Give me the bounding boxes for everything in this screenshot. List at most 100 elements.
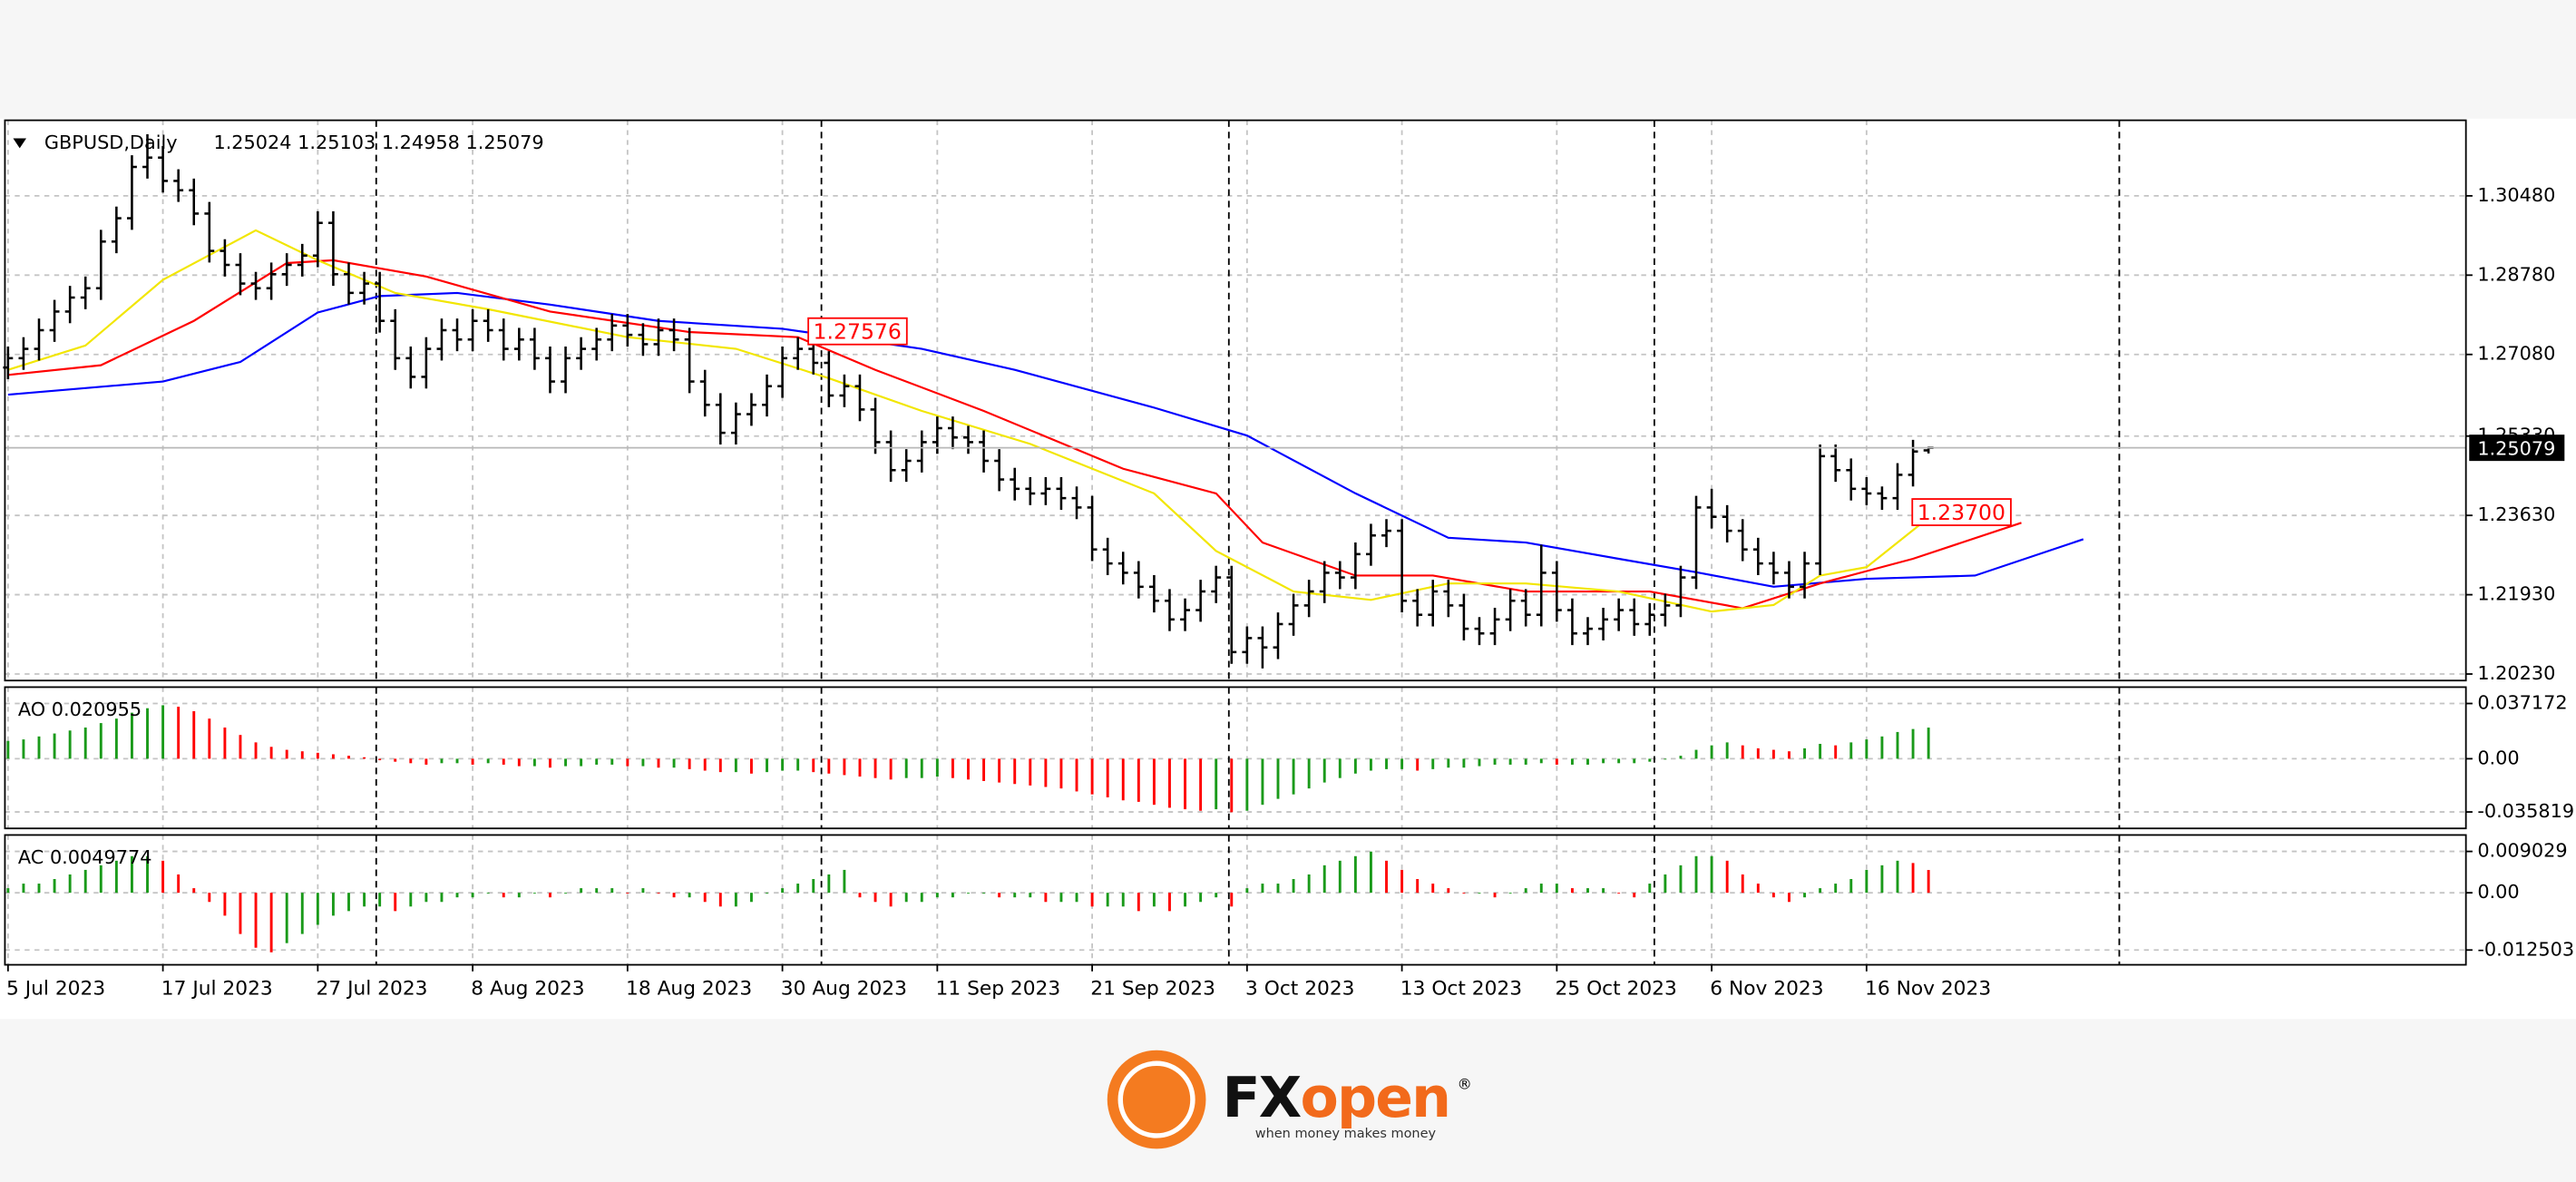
histogram-bar [316,893,319,925]
histogram-bar [6,888,10,894]
histogram-bar [1462,758,1466,768]
histogram-bar [1819,888,1822,894]
histogram-bar [781,888,785,894]
logo-mark: ® [1458,1075,1472,1092]
histogram-bar [471,893,474,898]
histogram-bar [363,893,366,907]
histogram-bar [502,893,505,898]
logo-name: FXopen [1223,1065,1450,1130]
histogram-bar [858,893,862,898]
histogram-bar [130,712,133,759]
histogram-bar [1152,893,1156,907]
histogram-bar [672,758,676,768]
histogram-bar [1199,758,1203,811]
x-tick-label: 25 Oct 2023 [1556,978,1677,1001]
histogram-bar [300,893,304,934]
histogram-bar [254,742,258,759]
histogram-bar [549,893,551,898]
histogram-bar [1849,879,1853,894]
histogram-bar [626,893,629,894]
panel [5,687,2466,829]
histogram-bar [1013,893,1017,898]
histogram-bar [1602,888,1605,894]
y-tick-label: 1.28780 [2477,263,2555,285]
histogram-bar [114,860,118,894]
histogram-bar [1353,758,1357,774]
histogram-bar [1819,744,1822,759]
histogram-bar [1059,758,1063,789]
ac-title: AC 0.0049774 [18,846,152,868]
histogram-bar [1044,893,1048,903]
histogram-bar [22,739,25,759]
logo-tagline: when money makes money [1255,1127,1437,1141]
histogram-bar [982,893,986,894]
histogram-bar [904,758,908,778]
histogram-bar [1679,756,1683,759]
x-tick-label: 16 Nov 2023 [1865,978,1991,1001]
histogram-bar [718,758,722,773]
alligator-line [7,259,2022,610]
histogram-bar [455,758,459,764]
histogram-bar [114,718,118,759]
histogram-bar [1029,893,1032,898]
histogram-bar [1896,860,1899,894]
histogram-bar [1617,758,1621,764]
histogram-bar [1570,888,1574,894]
histogram-bar [951,893,954,898]
histogram-bar [1725,860,1729,894]
histogram-bar [657,893,660,894]
histogram-bar [208,893,211,903]
histogram-bar [766,758,768,773]
x-tick-label: 18 Aug 2023 [626,978,752,1001]
y-tick-label: -0.012503 [2477,938,2574,960]
histogram-bar [1617,893,1621,894]
y-tick-label: 1.21930 [2477,583,2555,605]
histogram-bar [1400,869,1404,894]
histogram-bar [766,893,768,894]
histogram-bar [1168,758,1171,808]
dropdown-arrow [13,138,26,149]
histogram-bar [1447,888,1450,894]
histogram-bar [1493,893,1497,898]
histogram-bar [99,723,102,759]
histogram-bar [1385,860,1388,894]
histogram-bar [827,874,831,894]
current-price-label: 1.25079 [2477,437,2555,459]
histogram-bar [1927,728,1930,759]
histogram-bar [641,758,645,767]
x-tick-label: 3 Oct 2023 [1245,978,1354,1001]
x-tick-label: 11 Sep 2023 [936,978,1061,1001]
histogram-bar [1292,879,1295,894]
histogram-bar [889,758,893,780]
histogram-bar [1276,758,1280,799]
histogram-bar [1245,758,1249,811]
histogram-bar [146,708,149,759]
histogram-bar [1230,893,1234,907]
histogram-bar [1416,758,1420,771]
histogram-bar [1788,751,1791,759]
histogram-bar [1741,745,1744,759]
histogram-bar [580,888,583,894]
histogram-bar [812,879,815,894]
histogram-bar [1849,742,1853,759]
histogram-bar [935,758,939,777]
histogram-bar [1338,860,1342,894]
histogram-bar [269,747,273,759]
histogram-bar [749,893,753,903]
histogram-bar [1725,742,1729,759]
histogram-bar [1911,728,1915,759]
histogram-bar [889,893,893,907]
histogram-bar [532,893,536,894]
histogram-bar [1447,758,1450,768]
histogram-bar [378,893,382,907]
histogram-bar [703,893,707,903]
histogram-bar [1215,758,1218,810]
histogram-bar [1741,874,1744,894]
y-tick-label: 0.009029 [2477,840,2567,862]
panel-border [4,834,2467,966]
histogram-bar [285,749,288,759]
histogram-bar [1586,758,1589,765]
histogram-bar [517,893,521,898]
histogram-bar [1633,893,1636,898]
histogram-bar [1431,758,1435,769]
